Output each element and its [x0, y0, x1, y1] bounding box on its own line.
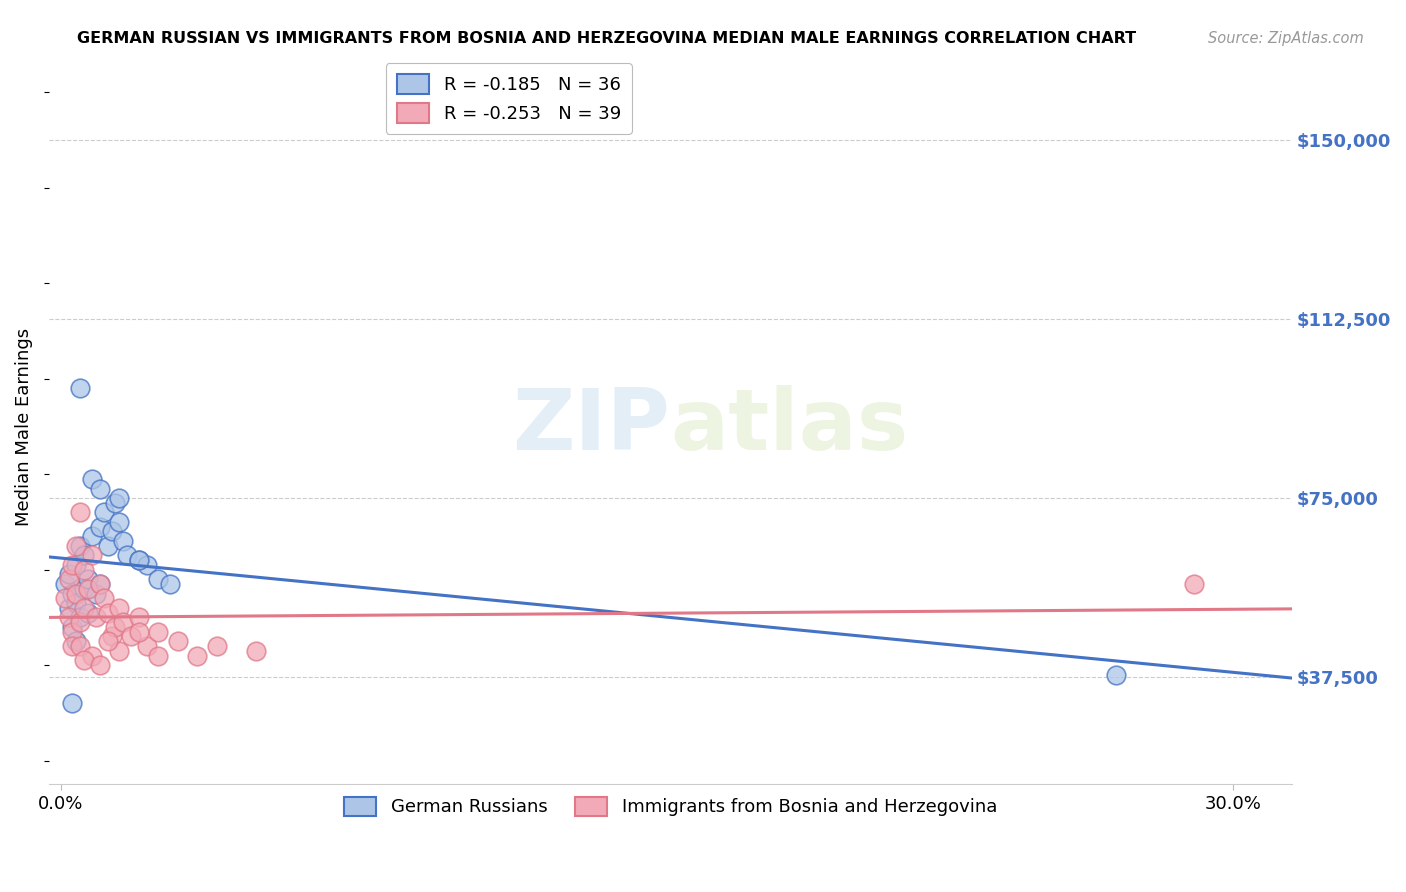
Point — [80, 648, 103, 663]
Point — [97, 539, 120, 553]
Point — [135, 639, 157, 653]
Point — [112, 615, 135, 629]
Point — [108, 515, 131, 529]
Point — [65, 586, 87, 600]
Point — [73, 653, 96, 667]
Point — [69, 505, 91, 519]
Point — [80, 472, 103, 486]
Text: atlas: atlas — [671, 385, 908, 468]
Point — [128, 624, 150, 639]
Point — [245, 644, 267, 658]
Point — [77, 572, 100, 586]
Point — [89, 577, 111, 591]
Point — [100, 524, 122, 539]
Point — [128, 553, 150, 567]
Point — [73, 549, 96, 563]
Point — [77, 606, 100, 620]
Y-axis label: Median Male Earnings: Median Male Earnings — [15, 327, 32, 525]
Point — [73, 600, 96, 615]
Point — [73, 582, 96, 596]
Point — [65, 634, 87, 648]
Point — [80, 549, 103, 563]
Point — [65, 558, 87, 572]
Point — [128, 610, 150, 624]
Point — [167, 634, 190, 648]
Point — [135, 558, 157, 572]
Point — [89, 658, 111, 673]
Point — [89, 519, 111, 533]
Point — [84, 610, 107, 624]
Text: GERMAN RUSSIAN VS IMMIGRANTS FROM BOSNIA AND HERZEGOVINA MEDIAN MALE EARNINGS CO: GERMAN RUSSIAN VS IMMIGRANTS FROM BOSNIA… — [77, 31, 1136, 46]
Point — [115, 549, 138, 563]
Point — [69, 539, 91, 553]
Point — [148, 624, 170, 639]
Point — [104, 620, 127, 634]
Point — [62, 586, 84, 600]
Point — [1182, 577, 1205, 591]
Point — [69, 381, 91, 395]
Point — [62, 558, 84, 572]
Point — [89, 577, 111, 591]
Point — [128, 553, 150, 567]
Point — [58, 610, 80, 624]
Point — [53, 577, 76, 591]
Point — [62, 696, 84, 710]
Point — [84, 586, 107, 600]
Point — [108, 600, 131, 615]
Point — [108, 644, 131, 658]
Point — [120, 630, 142, 644]
Point — [112, 534, 135, 549]
Point — [58, 567, 80, 582]
Legend: German Russians, Immigrants from Bosnia and Herzegovina: German Russians, Immigrants from Bosnia … — [335, 788, 1005, 825]
Point — [93, 505, 115, 519]
Point — [62, 620, 84, 634]
Point — [93, 591, 115, 606]
Point — [89, 482, 111, 496]
Point — [80, 529, 103, 543]
Point — [148, 572, 170, 586]
Point — [108, 491, 131, 505]
Point — [97, 606, 120, 620]
Point — [65, 596, 87, 610]
Point — [77, 582, 100, 596]
Text: ZIP: ZIP — [513, 385, 671, 468]
Point — [58, 572, 80, 586]
Point — [62, 639, 84, 653]
Point — [186, 648, 208, 663]
Point — [97, 634, 120, 648]
Point — [53, 591, 76, 606]
Point — [69, 639, 91, 653]
Point — [100, 630, 122, 644]
Point — [1105, 667, 1128, 681]
Point — [62, 624, 84, 639]
Point — [73, 563, 96, 577]
Point — [69, 615, 91, 629]
Point — [58, 600, 80, 615]
Point — [148, 648, 170, 663]
Point — [69, 610, 91, 624]
Point — [65, 539, 87, 553]
Point — [159, 577, 181, 591]
Text: Source: ZipAtlas.com: Source: ZipAtlas.com — [1208, 31, 1364, 46]
Point — [104, 496, 127, 510]
Point — [205, 639, 228, 653]
